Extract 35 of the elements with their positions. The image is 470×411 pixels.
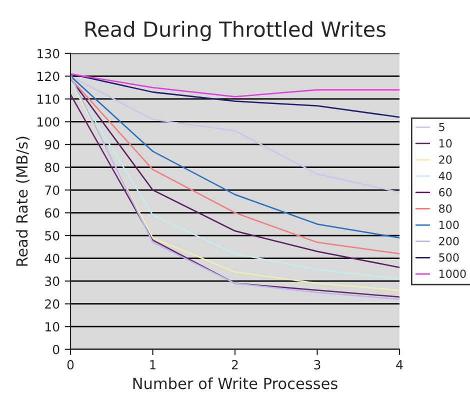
legend-label: 20: [439, 155, 452, 164]
x-tick-label: 3: [314, 360, 320, 370]
y-tick-label: 110: [38, 94, 60, 104]
x-axis-title: Number of Write Processes: [133, 377, 338, 390]
legend-label: 100: [440, 220, 459, 230]
line-series: [70, 73, 400, 118]
legend-label: 1000: [440, 270, 466, 278]
y-tick-label: 60: [45, 208, 60, 218]
y-tick-label: 30: [45, 276, 60, 286]
legend-label: 40: [438, 172, 452, 180]
x-tick-label: 4: [396, 360, 403, 370]
y-axis-title: Read Rate (MB/s): [16, 136, 30, 266]
legend-label: 5: [439, 122, 444, 132]
y-tick-label: 50: [45, 231, 60, 240]
legend-label: 80: [439, 204, 452, 213]
legend-label: 10: [440, 139, 452, 148]
legend-label: 500: [439, 253, 459, 262]
chart-title: Read During Throttled Writes: [86, 20, 386, 42]
y-tick-label: 130: [38, 48, 60, 58]
y-tick-label: 0: [52, 344, 60, 354]
y-tick-label: 100: [38, 117, 60, 127]
x-tick-label: 2: [232, 360, 238, 370]
y-tick-label: 70: [45, 185, 60, 195]
line-series: [70, 76, 400, 193]
x-tick-label: 0: [67, 360, 74, 370]
legend-label: 60: [439, 188, 452, 196]
y-tick-label: 40: [44, 254, 60, 264]
y-tick-label: 120: [38, 72, 60, 82]
y-tick-label: 90: [44, 140, 60, 150]
legend-label: 200: [439, 236, 459, 246]
y-tick-label: 20: [45, 299, 60, 309]
line-series: [70, 73, 400, 98]
y-tick-label: 10: [46, 322, 60, 332]
x-tick-label: 1: [150, 360, 156, 370]
y-tick-label: 80: [45, 162, 60, 172]
